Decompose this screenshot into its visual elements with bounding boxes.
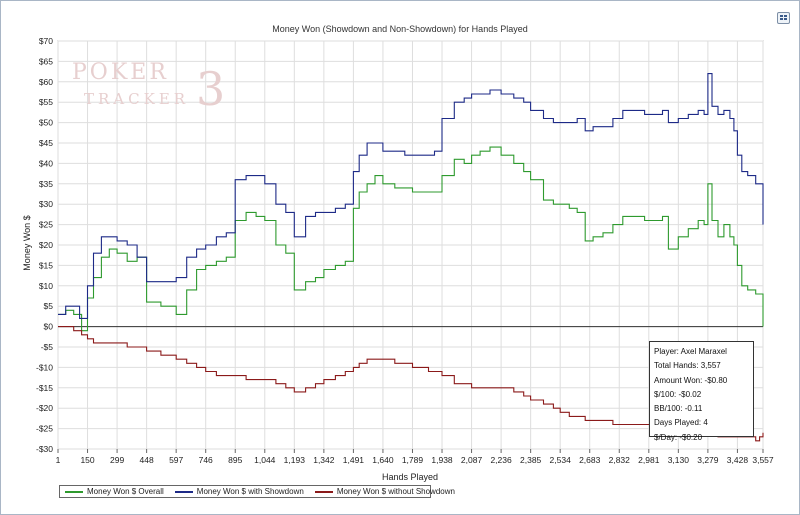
x-tick-label: 1,938 xyxy=(431,455,453,465)
y-tick-label: -$30 xyxy=(36,444,53,454)
x-tick-label: 2,534 xyxy=(550,455,572,465)
chart-title: Money Won (Showdown and Non-Showdown) fo… xyxy=(272,24,528,34)
expand-button[interactable] xyxy=(777,12,790,24)
y-tick-label: -$10 xyxy=(36,362,53,372)
y-tick-label: $10 xyxy=(39,281,53,291)
legend-swatch-showdown xyxy=(174,490,193,493)
series-line-overall xyxy=(58,146,764,332)
x-tick-label: 1,044 xyxy=(254,455,276,465)
watermark-line2: TRACKER xyxy=(84,90,189,108)
legend-item-showdown[interactable]: Money Won $ with Showdown xyxy=(174,487,304,496)
x-tick-label: 2,832 xyxy=(609,455,631,465)
y-tick-label: -$5 xyxy=(41,342,54,352)
y-tick-label: $5 xyxy=(44,301,54,311)
chart-legend: Money Won $ Overall Money Won $ with Sho… xyxy=(59,485,455,498)
grid xyxy=(57,40,764,450)
y-tick-label: $25 xyxy=(39,220,53,230)
y-tick-label: -$15 xyxy=(36,383,53,393)
y-tick-label: $35 xyxy=(39,179,53,189)
player-stats-box: Player: Axel Maraxel Total Hands: 3,557 … xyxy=(649,341,754,442)
y-tick-label: $20 xyxy=(39,240,53,250)
axes: $70 $65 $60 $55 $50 $45 $40 $35 $30 $25 $20 $15 $10 $… xyxy=(36,36,774,465)
y-tick-label: -$25 xyxy=(36,424,53,434)
x-tick-label: 895 xyxy=(228,455,242,465)
x-tick-label: 150 xyxy=(80,455,94,465)
x-tick-label: 2,385 xyxy=(520,455,542,465)
x-axis-label: Hands Played xyxy=(382,472,438,482)
x-tick-label: 746 xyxy=(199,455,213,465)
stat-per-100: $/100: -$0.02 xyxy=(654,389,702,399)
watermark-logo: POKER TRACKER 3 xyxy=(72,60,225,116)
legend-swatch-non-showdown xyxy=(314,490,333,493)
expand-icon xyxy=(780,15,787,20)
stat-player: Player: Axel Maraxel xyxy=(654,347,727,356)
y-axis-label: Money Won $ xyxy=(22,215,32,270)
y-tick-label: $30 xyxy=(39,199,53,209)
y-tick-label: $0 xyxy=(44,322,54,332)
y-tick-label: $40 xyxy=(39,158,53,168)
x-tick-label: 2,683 xyxy=(579,455,601,465)
x-tick-label: 3,130 xyxy=(668,455,690,465)
y-tick-label: $60 xyxy=(39,77,53,87)
stat-days-played: Days Played: 4 xyxy=(654,418,708,428)
y-tick-label: $70 xyxy=(39,36,53,46)
y-tick-label: $50 xyxy=(39,118,53,128)
y-tick-label: $45 xyxy=(39,138,53,148)
x-tick-label: 448 xyxy=(140,455,154,465)
watermark-line1: POKER xyxy=(72,60,169,85)
legend-label-non-showdown: Money Won $ without Showdown xyxy=(336,487,455,496)
x-tick-label: 299 xyxy=(110,455,124,465)
legend-item-non-showdown[interactable]: Money Won $ without Showdown xyxy=(314,487,455,496)
stat-amount-won: Amount Won: -$0.80 xyxy=(654,375,728,385)
x-tick-label: 3,428 xyxy=(727,455,749,465)
x-tick-label: 1,789 xyxy=(402,455,424,465)
legend-label-showdown: Money Won $ with Showdown xyxy=(196,487,304,496)
watermark-mark: 3 xyxy=(196,62,225,116)
y-tick-label: $65 xyxy=(39,56,53,66)
stat-bb-100: BB/100: -0.11 xyxy=(654,404,703,414)
x-tick-label: 3,557 xyxy=(752,455,774,465)
legend-swatch-overall xyxy=(65,490,83,493)
legend-item-overall[interactable]: Money Won $ Overall xyxy=(65,487,164,496)
legend-label-overall: Money Won $ Overall xyxy=(87,487,164,496)
x-tick-label: 2,981 xyxy=(638,455,660,465)
x-tick-label: 2,236 xyxy=(490,455,512,465)
x-tick-label: 1,193 xyxy=(284,455,306,465)
series-line-with-showdown xyxy=(58,73,764,319)
stat-total-hands: Total Hands: 3,557 xyxy=(654,361,721,371)
x-tick-label: 3,279 xyxy=(697,455,719,465)
x-tick-label: 1 xyxy=(56,455,61,465)
y-tick-label: -$20 xyxy=(36,403,53,413)
y-tick-label: $15 xyxy=(39,260,53,270)
x-tick-label: 1,491 xyxy=(343,455,365,465)
y-tick-label: $55 xyxy=(39,97,53,107)
x-tick-label: 597 xyxy=(169,455,183,465)
stat-per-day: $/Day: -$0.20 xyxy=(654,432,703,442)
x-tick-label: 1,342 xyxy=(313,455,335,465)
x-tick-label: 2,087 xyxy=(461,455,483,465)
x-tick-label: 1,640 xyxy=(372,455,394,465)
